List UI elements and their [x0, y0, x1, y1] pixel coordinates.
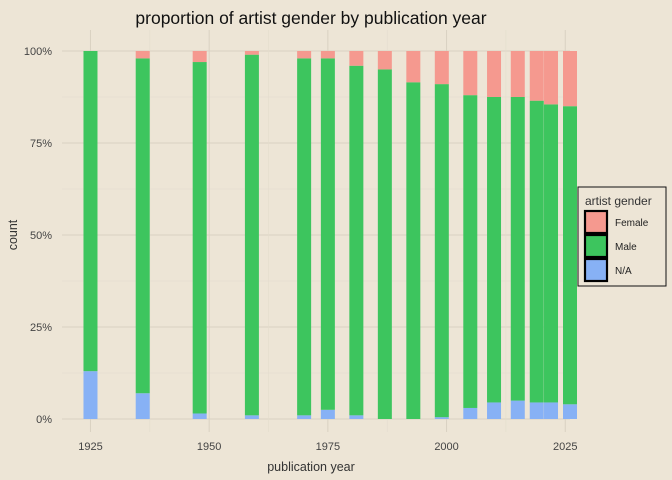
bar-n-a: [349, 415, 364, 419]
bar-female: [349, 51, 364, 66]
bar-male: [349, 65, 364, 416]
x-tick-label: 1925: [78, 441, 102, 453]
bar-male: [544, 104, 559, 403]
x-tick-label: 1950: [197, 441, 221, 453]
bar-female: [487, 51, 502, 97]
x-axis-label: publication year: [267, 460, 355, 474]
bar-n-a: [135, 393, 150, 419]
bar-male: [529, 100, 544, 403]
bar-male: [563, 106, 577, 405]
bar-female: [544, 51, 559, 105]
bar-n-a: [297, 415, 312, 419]
bar-female: [529, 51, 544, 101]
bar-n-a: [244, 415, 259, 419]
bar-female: [406, 51, 421, 83]
bar-female: [434, 51, 449, 85]
y-tick-label: 50%: [30, 230, 52, 242]
bar-female: [377, 51, 392, 70]
bar-male: [135, 58, 150, 394]
bar-n-a: [463, 407, 478, 419]
legend-label: N/A: [615, 266, 632, 277]
legend-label: Male: [615, 242, 637, 253]
y-tick-label: 75%: [30, 138, 52, 150]
bar-male: [377, 69, 392, 420]
y-tick-label: 100%: [24, 46, 52, 58]
legend-items: Female Male N/A: [583, 209, 649, 283]
legend-swatch: [583, 233, 609, 259]
bar-male: [434, 84, 449, 418]
bar-n-a: [510, 400, 525, 419]
bar-n-a: [529, 402, 544, 419]
bar-male: [406, 82, 421, 419]
legend-title: artist gender: [585, 194, 652, 208]
bar-n-a: [487, 402, 502, 419]
x-axis-ticks: 1925 1950 1975 2000 2025: [78, 441, 577, 453]
x-tick-label: 1975: [316, 441, 340, 453]
bar-female: [192, 51, 207, 63]
legend-swatch: [583, 209, 609, 235]
bar-n-a: [192, 413, 207, 419]
bar-female: [297, 51, 312, 59]
bar-male: [192, 62, 207, 414]
bar-female: [563, 51, 577, 107]
y-tick-label: 25%: [30, 322, 52, 334]
y-axis-ticks: 0% 25% 50% 75% 100%: [24, 46, 52, 426]
x-tick-label: 2025: [553, 441, 577, 453]
bar-male: [510, 97, 525, 401]
bar-n-a: [563, 404, 577, 419]
bar-female: [463, 51, 478, 96]
legend: artist gender Female Male N/A: [577, 186, 667, 287]
bar-female: [244, 51, 259, 55]
bar-n-a: [83, 371, 98, 419]
bar-n-a: [434, 417, 449, 419]
y-axis-label: count: [6, 219, 20, 250]
legend-swatch: [583, 257, 609, 283]
bar-female: [320, 51, 335, 59]
y-tick-label: 0%: [36, 414, 52, 426]
bars: [83, 51, 577, 420]
bar-male: [244, 54, 259, 416]
bar-n-a: [544, 402, 559, 419]
legend-label: Female: [615, 218, 649, 229]
bar-female: [135, 51, 150, 59]
bar-male: [463, 95, 478, 408]
chart-title: proportion of artist gender by publicati…: [135, 8, 486, 28]
bar-male: [487, 97, 502, 403]
bar-n-a: [320, 409, 335, 419]
bar-female: [510, 51, 525, 97]
bar-male: [83, 51, 98, 372]
bar-male: [297, 58, 312, 416]
x-tick-label: 2000: [434, 441, 458, 453]
bar-male: [320, 58, 335, 410]
